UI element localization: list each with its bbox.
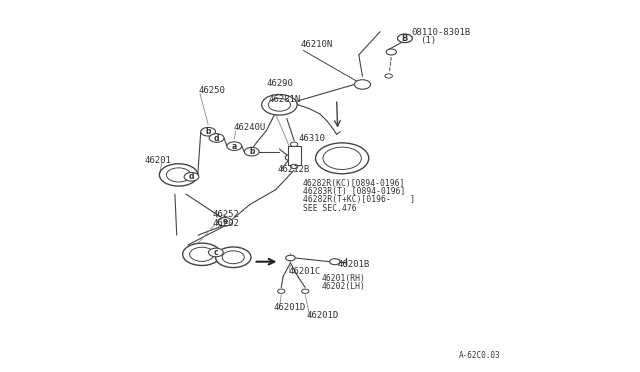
Text: 46282R(KC)[0894-0196]: 46282R(KC)[0894-0196] bbox=[303, 179, 405, 188]
Ellipse shape bbox=[323, 147, 362, 170]
Ellipse shape bbox=[301, 289, 309, 294]
Text: 46281N: 46281N bbox=[268, 95, 301, 104]
Ellipse shape bbox=[201, 128, 216, 136]
Ellipse shape bbox=[184, 173, 199, 181]
Text: d: d bbox=[214, 134, 220, 142]
Text: 46252: 46252 bbox=[212, 210, 239, 219]
Text: b: b bbox=[205, 127, 211, 136]
Ellipse shape bbox=[316, 143, 369, 174]
Text: 46201B: 46201B bbox=[338, 260, 370, 269]
Text: 46290: 46290 bbox=[266, 79, 293, 88]
Text: SEE SEC.476: SEE SEC.476 bbox=[303, 204, 356, 214]
Ellipse shape bbox=[209, 248, 223, 257]
Ellipse shape bbox=[291, 164, 298, 169]
Ellipse shape bbox=[262, 94, 297, 115]
Text: d: d bbox=[189, 172, 195, 181]
Text: 46201D: 46201D bbox=[307, 311, 339, 320]
Text: 46282R(T+KC)[0196-    ]: 46282R(T+KC)[0196- ] bbox=[303, 195, 415, 204]
Ellipse shape bbox=[166, 168, 191, 182]
Ellipse shape bbox=[227, 142, 242, 150]
Text: b: b bbox=[249, 147, 255, 156]
Text: 46202(LH): 46202(LH) bbox=[322, 282, 365, 291]
Text: 46201D: 46201D bbox=[273, 302, 305, 312]
Ellipse shape bbox=[182, 243, 221, 266]
Ellipse shape bbox=[285, 255, 295, 261]
Text: 46283R(T) [0894-0196]: 46283R(T) [0894-0196] bbox=[303, 187, 405, 196]
Text: a: a bbox=[232, 142, 237, 151]
Ellipse shape bbox=[244, 147, 259, 156]
Text: 46240U: 46240U bbox=[233, 123, 266, 132]
Text: e: e bbox=[223, 217, 228, 226]
Text: 46310: 46310 bbox=[299, 134, 326, 143]
Ellipse shape bbox=[222, 251, 244, 264]
Bar bbox=[287, 146, 301, 164]
Text: A-62C0.03: A-62C0.03 bbox=[458, 350, 500, 360]
Text: B: B bbox=[402, 34, 408, 43]
Text: 46202: 46202 bbox=[212, 219, 239, 228]
Text: 46250: 46250 bbox=[198, 86, 225, 95]
Text: 46201C: 46201C bbox=[289, 267, 321, 276]
Ellipse shape bbox=[189, 247, 214, 262]
Ellipse shape bbox=[278, 289, 285, 294]
Ellipse shape bbox=[397, 34, 412, 43]
Ellipse shape bbox=[291, 142, 298, 147]
Text: 46201(RH): 46201(RH) bbox=[322, 274, 365, 283]
Ellipse shape bbox=[218, 218, 232, 226]
Text: 46212B: 46212B bbox=[278, 165, 310, 174]
Text: c: c bbox=[214, 248, 218, 257]
Ellipse shape bbox=[216, 247, 251, 267]
Text: 46201: 46201 bbox=[145, 156, 172, 166]
Ellipse shape bbox=[285, 154, 296, 161]
Ellipse shape bbox=[330, 259, 340, 265]
Ellipse shape bbox=[209, 134, 224, 142]
Ellipse shape bbox=[355, 80, 371, 89]
Text: (1): (1) bbox=[420, 36, 436, 45]
Ellipse shape bbox=[385, 74, 392, 78]
Ellipse shape bbox=[386, 49, 396, 55]
Text: 46210N: 46210N bbox=[300, 41, 333, 49]
Ellipse shape bbox=[268, 98, 291, 111]
Ellipse shape bbox=[159, 164, 198, 186]
Text: 08110-8301B: 08110-8301B bbox=[412, 28, 470, 36]
